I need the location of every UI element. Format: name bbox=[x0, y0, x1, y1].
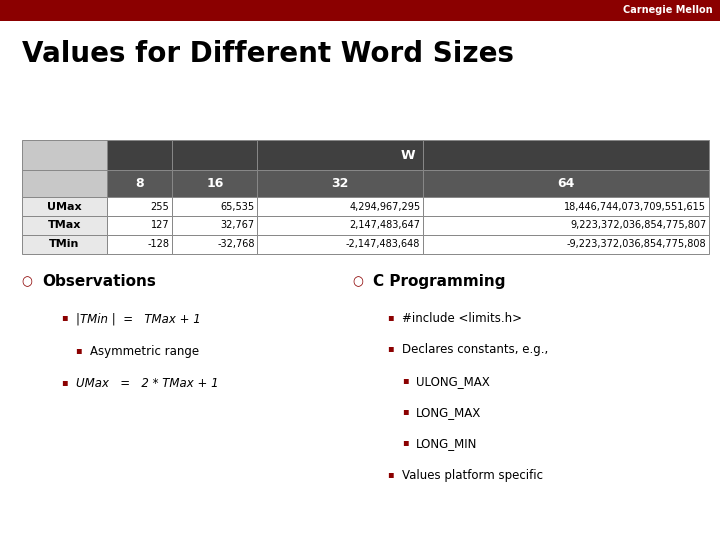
Text: W: W bbox=[401, 149, 415, 162]
Text: -128: -128 bbox=[148, 239, 169, 249]
Text: ▪: ▪ bbox=[61, 312, 68, 322]
Text: Values for Different Word Sizes: Values for Different Word Sizes bbox=[22, 40, 513, 69]
Text: 4,294,967,295: 4,294,967,295 bbox=[349, 201, 420, 212]
Text: Observations: Observations bbox=[42, 274, 156, 289]
Text: Values platform specific: Values platform specific bbox=[402, 469, 543, 482]
Text: Carnegie Mellon: Carnegie Mellon bbox=[624, 5, 713, 15]
Text: TMin: TMin bbox=[49, 239, 79, 249]
Text: 64: 64 bbox=[557, 177, 575, 190]
Text: ▪: ▪ bbox=[387, 343, 394, 354]
Text: 8: 8 bbox=[135, 177, 144, 190]
Text: Asymmetric range: Asymmetric range bbox=[90, 345, 199, 357]
Text: -2,147,483,648: -2,147,483,648 bbox=[346, 239, 420, 249]
Text: ▪: ▪ bbox=[402, 406, 408, 416]
Text: 127: 127 bbox=[150, 220, 169, 231]
Text: C Programming: C Programming bbox=[373, 274, 505, 289]
Text: ▪: ▪ bbox=[387, 469, 394, 479]
Text: ▪: ▪ bbox=[402, 437, 408, 448]
Text: -32,768: -32,768 bbox=[217, 239, 255, 249]
Text: -9,223,372,036,854,775,808: -9,223,372,036,854,775,808 bbox=[567, 239, 706, 249]
Text: |TMin |  =   TMax + 1: |TMin | = TMax + 1 bbox=[76, 312, 200, 325]
Text: #include <limits.h>: #include <limits.h> bbox=[402, 312, 522, 325]
Text: 32,767: 32,767 bbox=[220, 220, 255, 231]
Text: UMax   =   2 * TMax + 1: UMax = 2 * TMax + 1 bbox=[76, 377, 218, 390]
Text: ▪: ▪ bbox=[61, 377, 68, 387]
Text: UMax: UMax bbox=[47, 201, 81, 212]
Text: 9,223,372,036,854,775,807: 9,223,372,036,854,775,807 bbox=[570, 220, 706, 231]
Text: 255: 255 bbox=[150, 201, 169, 212]
Text: ▪: ▪ bbox=[76, 345, 82, 355]
Text: 65,535: 65,535 bbox=[220, 201, 255, 212]
Text: 2,147,483,647: 2,147,483,647 bbox=[349, 220, 420, 231]
Text: 32: 32 bbox=[332, 177, 349, 190]
Text: LONG_MIN: LONG_MIN bbox=[416, 437, 477, 450]
Text: LONG_MAX: LONG_MAX bbox=[416, 406, 482, 419]
Text: Declares constants, e.g.,: Declares constants, e.g., bbox=[402, 343, 548, 356]
Text: ○: ○ bbox=[353, 275, 364, 288]
Text: ▪: ▪ bbox=[402, 375, 408, 385]
Text: ○: ○ bbox=[22, 275, 32, 288]
Text: TMax: TMax bbox=[48, 220, 81, 231]
Text: ▪: ▪ bbox=[387, 312, 394, 322]
Text: ULONG_MAX: ULONG_MAX bbox=[416, 375, 490, 388]
Text: 18,446,744,073,709,551,615: 18,446,744,073,709,551,615 bbox=[564, 201, 706, 212]
Text: 16: 16 bbox=[206, 177, 223, 190]
